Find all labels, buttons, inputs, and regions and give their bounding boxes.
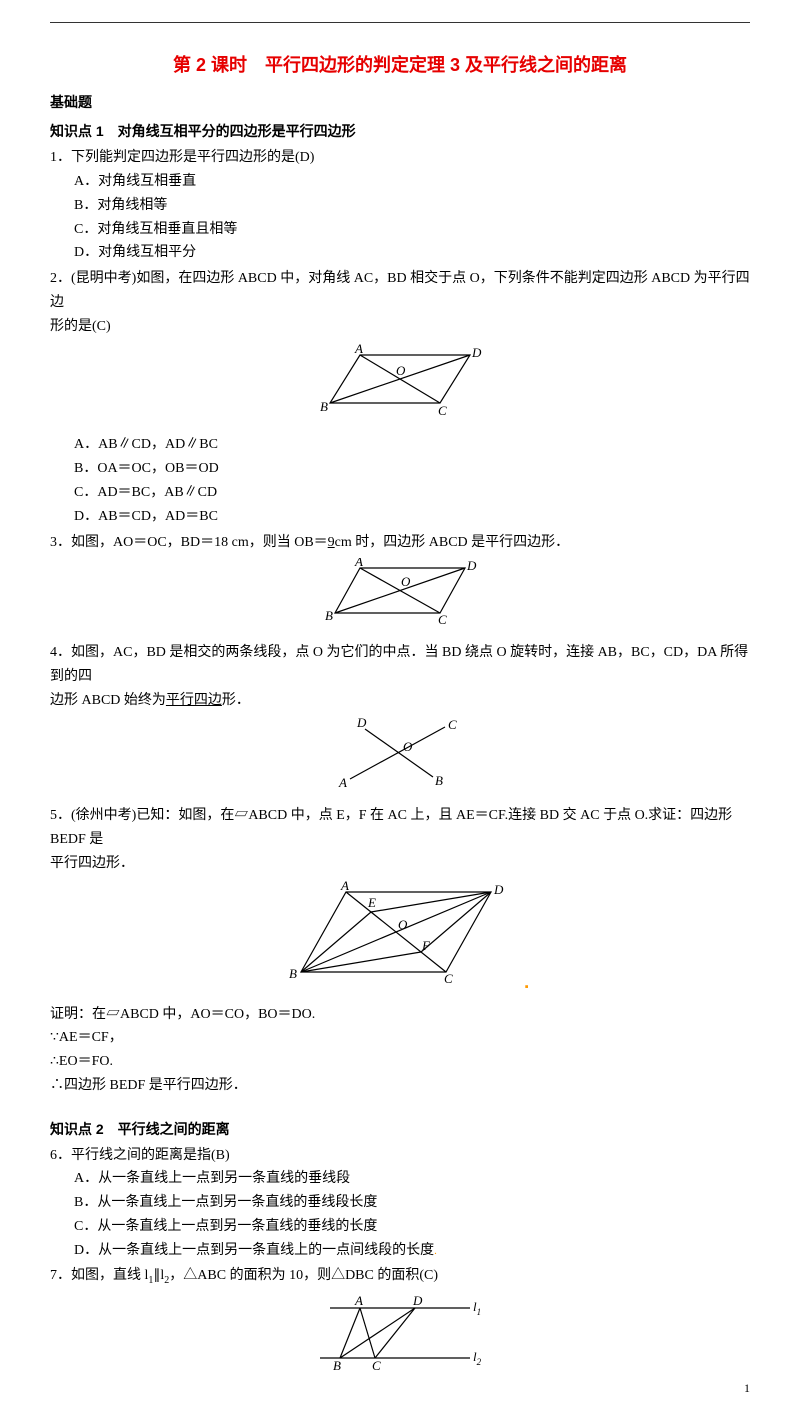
question-1: 1．下列能判定四边形是平行四边形的是(D) A．对角线互相垂直 B．对角线相等 … [50, 146, 750, 265]
q3-post: cm 时，四边形 ABCD 是平行四边形． [335, 535, 570, 550]
knowledge-point-1: 知识点 1 对角线互相平分的四边形是平行四边形 [50, 120, 750, 144]
lbl-C: C [372, 1358, 381, 1373]
lbl-B: B [435, 773, 443, 788]
lbl-O: O [403, 739, 413, 754]
lbl-A: A [340, 880, 349, 893]
q6-stem: 6．平行线之间的距离是指(B) [50, 1148, 230, 1163]
q6-opt-a: A．从一条直线上一点到另一条直线的垂线段 [74, 1167, 750, 1191]
q2-stem-1: 2．(昆明中考)如图，在四边形 ABCD 中，对角线 AC，BD 相交于点 O，… [50, 271, 750, 310]
q1-stem: 1．下列能判定四边形是平行四边形的是(D) [50, 150, 314, 165]
q4-mid: 边形 ABCD 始终为 [50, 693, 166, 708]
q7-mid1: ∥l [153, 1268, 164, 1283]
lbl-D: D [471, 345, 482, 360]
lbl-C: C [438, 403, 447, 418]
lbl-D: D [493, 882, 504, 897]
proof-l3: ∴EO＝FO. [50, 1050, 750, 1074]
figure-q3: A D B C O [50, 558, 750, 637]
proof-l4: ∴四边形 BEDF 是平行四边形． [50, 1074, 750, 1098]
q2-opt-c: C．AD＝BC，AB∥CD [74, 481, 750, 505]
lbl-B: B [333, 1358, 341, 1373]
q7-pre: 7．如图，直线 l [50, 1268, 148, 1283]
q4-pre: 4．如图，AC，BD 是相交的两条线段，点 O 为它们的中点．当 BD 绕点 O… [50, 645, 748, 684]
proof-l2: ∵AE＝CF， [50, 1026, 750, 1050]
q1-opt-d: D．对角线互相平分 [74, 241, 750, 265]
lbl-B: B [289, 966, 297, 981]
lbl-E: E [367, 895, 376, 910]
lesson-title: 第 2 课时 平行四边形的判定定理 3 及平行线之间的距离 [50, 50, 750, 81]
figure-q5: A D B C E F O ▪ [50, 880, 750, 999]
top-rule [50, 22, 750, 23]
question-6: 6．平行线之间的距离是指(B) A．从一条直线上一点到另一条直线的垂线段 B．从… [50, 1144, 750, 1263]
q5-l1: 5．(徐州中考)已知：如图，在▱ABCD 中，点 E，F 在 AC 上，且 AE… [50, 808, 732, 847]
lbl-l1: l1 [473, 1299, 481, 1317]
lbl-O: O [398, 917, 408, 932]
figure-q7: A D B C l1 l2 [50, 1293, 750, 1382]
q3-blank: 9 [328, 535, 335, 550]
knowledge-point-2: 知识点 2 平行线之间的距离 [50, 1118, 750, 1142]
lbl-C: C [438, 612, 447, 627]
lbl-A: A [354, 1293, 363, 1308]
q6-opt-c: C．从一条直线上一点到另一条直线的垂线的长度 [74, 1215, 750, 1239]
lbl-l2: l2 [473, 1349, 482, 1367]
proof-q5: 证明：在▱ABCD 中，AO＝CO，BO＝DO. ∵AE＝CF， ∴EO＝FO.… [50, 1003, 750, 1098]
lbl-C: C [448, 717, 457, 732]
lbl-A: A [338, 775, 347, 790]
question-5: 5．(徐州中考)已知：如图，在▱ABCD 中，点 E，F 在 AC 上，且 AE… [50, 804, 750, 998]
q6-opt-b: B．从一条直线上一点到另一条直线的垂线段长度 [74, 1191, 750, 1215]
lbl-O: O [396, 363, 406, 378]
q2-opt-a: A．AB∥CD，AD∥BC [74, 433, 750, 457]
marker-dot: ▪ [525, 981, 529, 993]
lbl-F: F [421, 938, 431, 953]
proof-l1: 证明：在▱ABCD 中，AO＝CO，BO＝DO. [50, 1003, 750, 1027]
q1-opt-a: A．对角线互相垂直 [74, 170, 750, 194]
q2-opt-b: B．OA＝OC，OB＝OD [74, 457, 750, 481]
q7-mid2: ，△ABC 的面积为 10，则△DBC 的面积(C) [169, 1268, 438, 1283]
page-number: 1 [744, 1378, 750, 1398]
question-4: 4．如图，AC，BD 是相交的两条线段，点 O 为它们的中点．当 BD 绕点 O… [50, 641, 750, 800]
question-2: 2．(昆明中考)如图，在四边形 ABCD 中，对角线 AC，BD 相交于点 O，… [50, 267, 750, 528]
figure-q4: D C A B O [50, 717, 750, 801]
marker-dot-2: . [434, 1245, 437, 1257]
lbl-O: O [401, 574, 411, 589]
q2-opt-d: D．AB＝CD，AD＝BC [74, 505, 750, 529]
q4-blank: 平行四边 [166, 693, 222, 708]
lbl-D: D [466, 558, 477, 573]
q5-l2: 平行四边形． [50, 856, 134, 871]
figure-q2: A D B C O [50, 343, 750, 430]
section-basic: 基础题 [50, 91, 750, 115]
q6-opt-d: D．从一条直线上一点到另一条直线上的一点间线段的长度. [74, 1239, 750, 1263]
q1-opt-c: C．对角线互相垂直且相等 [74, 218, 750, 242]
lbl-D: D [412, 1293, 423, 1308]
lbl-D: D [356, 717, 367, 730]
q3-pre: 3．如图，AO＝OC，BD＝18 cm，则当 OB＝ [50, 535, 328, 550]
lbl-A: A [354, 558, 363, 569]
q4-post: 形． [222, 693, 250, 708]
lbl-A: A [354, 343, 363, 356]
lbl-C: C [444, 971, 453, 986]
lbl-B: B [325, 608, 333, 623]
question-3: 3．如图，AO＝OC，BD＝18 cm，则当 OB＝9cm 时，四边形 ABCD… [50, 531, 750, 638]
question-7: 7．如图，直线 l1∥l2，△ABC 的面积为 10，则△DBC 的面积(C) … [50, 1264, 750, 1382]
lbl-B: B [320, 399, 328, 414]
q1-opt-b: B．对角线相等 [74, 194, 750, 218]
q2-stem-2: 形的是(C) [50, 319, 111, 334]
